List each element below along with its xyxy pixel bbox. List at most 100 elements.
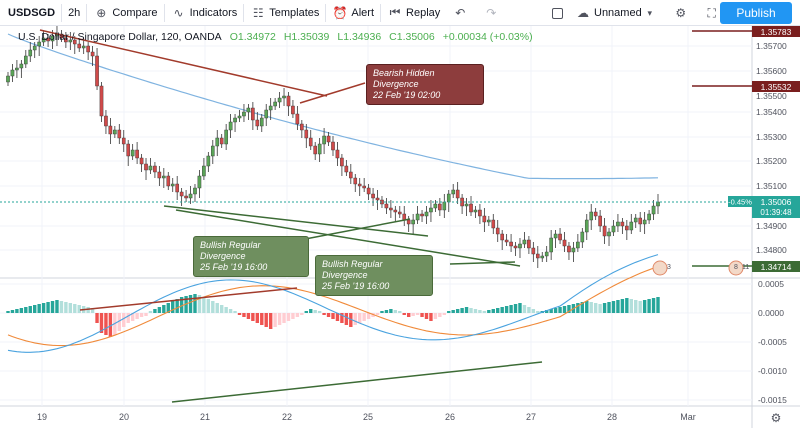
candle-body xyxy=(531,247,536,255)
symbol-search[interactable]: USDSGD xyxy=(8,6,56,19)
macd-signal-line xyxy=(7,265,659,347)
candle-body xyxy=(24,55,28,65)
candle-body xyxy=(19,63,24,69)
event-marker-icon[interactable] xyxy=(728,260,744,276)
bullish-divergence-callout-2[interactable]: Bullish Regular Divergence 25 Feb '19 16… xyxy=(315,255,433,296)
bullish-trendline-1[interactable] xyxy=(163,205,429,237)
candle-body xyxy=(571,247,576,253)
event-marker-icon[interactable] xyxy=(652,260,668,276)
candle-body xyxy=(153,165,157,173)
candle-body xyxy=(242,111,246,117)
legend-high: H1.35039 xyxy=(283,31,330,43)
settings-button[interactable]: ⚙ xyxy=(667,0,698,26)
alarm-clock-icon: ⏰ xyxy=(332,5,348,20)
callout-title: Bullish Regular Divergence xyxy=(200,240,261,261)
candle-body xyxy=(420,213,424,217)
candle-body xyxy=(620,221,625,227)
macd-histogram-bar xyxy=(393,310,398,313)
time-tick: 19 xyxy=(37,412,47,422)
macd-histogram-bar xyxy=(402,313,406,315)
macd-histogram-bar xyxy=(362,313,366,321)
macd-histogram-bar xyxy=(611,301,616,313)
candle-body xyxy=(121,137,126,145)
macd-bullish-line[interactable] xyxy=(171,361,543,403)
candle-body xyxy=(15,67,19,71)
event-count-2: 8 xyxy=(734,264,738,271)
moving-average-line xyxy=(7,33,659,180)
candle-body xyxy=(188,193,193,199)
macd-histogram-bar xyxy=(37,304,41,313)
macd-bearish-line[interactable] xyxy=(79,287,298,311)
macd-histogram-bar xyxy=(349,313,353,327)
candle-body xyxy=(210,145,215,157)
publish-button[interactable]: Publish xyxy=(720,2,792,24)
watchlist-toggle[interactable] xyxy=(546,0,569,26)
candle-body xyxy=(273,101,277,107)
redo-button[interactable]: ↷ xyxy=(477,0,508,26)
candle-body xyxy=(104,115,108,127)
candle-body xyxy=(317,143,322,155)
macd-histogram-bar xyxy=(50,301,55,313)
chart-canvas[interactable]: 1.35700 1.35600 1.35400 1.35300 1.35200 1.351… xyxy=(0,26,800,428)
layout-button[interactable]: ☁ Unnamed ▾ xyxy=(569,0,667,26)
checkbox-icon xyxy=(552,7,563,19)
candle-body xyxy=(397,211,402,215)
candle-body xyxy=(162,175,166,179)
candle-body xyxy=(611,225,616,233)
macd-histogram-bar xyxy=(433,313,438,319)
macd-histogram-bar xyxy=(202,297,206,313)
candle-body xyxy=(446,193,451,203)
price-scale[interactable] xyxy=(752,26,800,428)
bearish-trendline[interactable] xyxy=(39,29,328,97)
candle-body xyxy=(366,187,371,195)
bullish-trendline-2[interactable] xyxy=(175,209,521,267)
bar-countdown-text: 01:39:48 xyxy=(760,208,792,217)
toolbar-divider xyxy=(61,3,63,22)
chart-area[interactable]: 1.35700 1.35600 1.35400 1.35300 1.35200 1.351… xyxy=(0,26,800,428)
macd-histogram-bar xyxy=(55,300,59,313)
candle-body xyxy=(580,231,585,243)
macd-histogram-bar xyxy=(375,313,380,315)
macd-histogram-bar xyxy=(166,303,170,313)
macd-histogram-bar xyxy=(518,303,522,313)
undo-button[interactable]: ↶ xyxy=(446,0,477,26)
candle-body xyxy=(393,209,398,213)
macd-histogram-bar xyxy=(237,313,242,315)
macd-histogram-bar xyxy=(331,313,335,319)
candle-body xyxy=(282,95,286,99)
bullish-divergence-callout-1[interactable]: Bullish Regular Divergence 25 Feb '19 16… xyxy=(193,236,309,277)
macd-histogram-bar xyxy=(228,309,233,313)
macd-histogram-bar xyxy=(224,307,228,313)
templates-button[interactable]: ☷ Templates xyxy=(244,0,325,26)
compare-button[interactable]: ⊕ Compare xyxy=(87,0,163,26)
macd-histogram-bar xyxy=(326,313,331,317)
event-count-1: 3 xyxy=(667,264,671,271)
macd-histogram-bar xyxy=(634,300,638,313)
fullscreen-button[interactable]: ⛶ xyxy=(698,0,729,26)
candle-body xyxy=(251,107,255,121)
macd-histogram-bar xyxy=(638,301,642,313)
macd-histogram-bar xyxy=(344,313,349,325)
candle-body xyxy=(544,251,549,257)
candle-body xyxy=(304,129,309,139)
bearish-divergence-callout[interactable]: Bearish Hidden Divergence 22 Feb '19 02:… xyxy=(366,64,484,105)
time-tick: 20 xyxy=(119,412,129,422)
replay-button[interactable]: ⏮ Replay xyxy=(381,0,446,26)
macd-histogram-bar xyxy=(73,304,77,313)
toolbar-divider xyxy=(163,3,165,22)
macd-histogram-bar xyxy=(24,307,28,313)
macd-histogram-bar xyxy=(233,311,237,313)
gear-icon[interactable]: ⚙ xyxy=(771,411,782,425)
candle-body xyxy=(135,149,139,159)
price-tick: 1.35200 xyxy=(756,156,787,166)
plus-circle-icon: ⊕ xyxy=(96,5,107,20)
price-tick: 1.35300 xyxy=(756,132,787,142)
interval-button[interactable]: 2h xyxy=(68,6,81,19)
candle-body xyxy=(415,213,420,221)
macd-histogram-bar xyxy=(309,309,313,313)
macd-histogram-bar xyxy=(438,313,442,317)
macd-histogram-bar xyxy=(558,307,562,313)
macd-histogram-bar xyxy=(286,313,291,321)
indicators-button[interactable]: ∿ Indicators xyxy=(165,0,244,26)
alert-button[interactable]: ⏰ Alert xyxy=(326,0,380,26)
